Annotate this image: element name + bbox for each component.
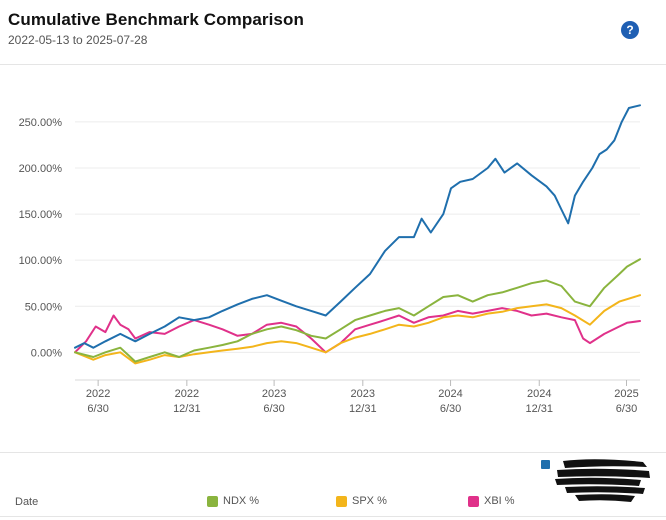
x-tick-year: 2023 bbox=[262, 388, 286, 400]
x-tick-date: 6/30 bbox=[616, 403, 637, 415]
y-tick-label: 0.00% bbox=[31, 347, 62, 359]
ndx-swatch bbox=[207, 495, 218, 507]
y-tick-label: 250.00% bbox=[19, 117, 63, 129]
y-tick-label: 150.00% bbox=[19, 209, 63, 221]
x-tick-date: 6/30 bbox=[263, 403, 284, 415]
y-tick-label: 50.00% bbox=[25, 301, 63, 313]
help-icon[interactable]: ? bbox=[621, 21, 639, 39]
x-tick-year: 2023 bbox=[351, 388, 375, 400]
spx-swatch bbox=[336, 495, 347, 507]
x-tick-date: 6/30 bbox=[440, 403, 461, 415]
x-tick-year: 2024 bbox=[527, 388, 551, 400]
y-tick-label: 100.00% bbox=[19, 255, 63, 267]
legend-label-ndx: NDX % bbox=[223, 495, 260, 507]
redacted-portfolio-label bbox=[555, 459, 650, 502]
series-line-portfolio bbox=[74, 104, 641, 349]
xbi-swatch bbox=[468, 495, 479, 507]
line-chart: 0.00% 50.00% 100.00% 150.00% 200.00% 250.00% 2… bbox=[19, 104, 641, 415]
x-tick-date: 12/31 bbox=[525, 403, 553, 415]
legend-divider bbox=[0, 452, 666, 453]
x-tick-year: 2022 bbox=[175, 388, 199, 400]
x-tick-year: 2024 bbox=[438, 388, 462, 400]
x-tick-date: 6/30 bbox=[87, 403, 108, 415]
x-tick-date: 12/31 bbox=[349, 403, 377, 415]
date-range: 2022-05-13 to 2025-07-28 bbox=[8, 33, 148, 47]
series-line-spx bbox=[74, 294, 641, 365]
legend-date-label: Date bbox=[15, 496, 39, 508]
x-tick-year: 2025 bbox=[614, 388, 638, 400]
header-divider bbox=[0, 64, 666, 65]
legend: Date NDX % SPX % XBI % bbox=[0, 494, 666, 510]
portfolio-swatch bbox=[541, 460, 550, 469]
legend-item-spx[interactable]: SPX % bbox=[336, 495, 387, 507]
x-tick-date: 12/31 bbox=[173, 403, 201, 415]
legend-item-ndx[interactable]: NDX % bbox=[207, 495, 259, 507]
legend-label-xbi: XBI % bbox=[484, 495, 515, 507]
x-tick-year: 2022 bbox=[86, 388, 110, 400]
y-tick-label: 200.00% bbox=[19, 163, 63, 175]
series-line-xbi bbox=[74, 307, 641, 354]
series-line-ndx bbox=[74, 258, 641, 363]
legend-label-spx: SPX % bbox=[352, 495, 387, 507]
legend-item-xbi[interactable]: XBI % bbox=[468, 495, 515, 507]
footer-divider bbox=[0, 516, 666, 517]
chart-title: Cumulative Benchmark Comparison bbox=[8, 10, 304, 29]
